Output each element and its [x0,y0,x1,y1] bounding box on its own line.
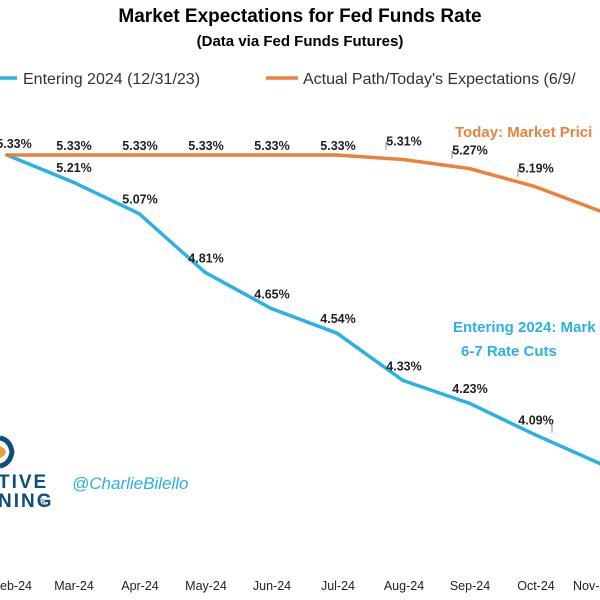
data-label-0-1: 5.21% [56,161,91,175]
x-tick-label: Oct-24 [517,579,555,593]
data-point-0-7 [467,401,471,405]
x-tick-label: Nov- [573,579,599,593]
plot-area: 5.33% 5.21% 5.07% 4.81% 4.65% 4.54% 4.33% 4.23%… [0,135,600,466]
x-tick-label: Apr-24 [121,579,159,593]
data-point-1-2 [137,153,141,157]
data-label-0-0: 5.33% [0,137,32,151]
data-point-1-1 [71,153,75,157]
data-point-1-0 [5,153,9,157]
data-point-0-3 [203,270,207,275]
chart-subtitle: (Data via Fed Funds Futures) [197,33,404,50]
data-label-0-2: 5.07% [122,193,157,207]
data-label-0-3: 4.81% [188,251,223,265]
logo-accent-icon [0,446,6,458]
series-line-1 [7,153,600,213]
data-point-0-1 [71,180,75,184]
data-label-0-7: 4.23% [452,382,487,396]
series-line-0 [6,153,600,466]
data-point-1-6 [401,157,405,162]
x-tick-label: Aug-24 [384,579,424,593]
logo-text-line2: NING [0,491,54,512]
data-point-0-4 [269,306,273,311]
data-label-1-2: 5.33% [122,139,157,153]
leader-line-1-8 [517,166,525,177]
author-handle: @CharlieBilello [72,474,188,493]
data-point-1-8 [533,184,537,189]
data-point-1-3 [203,153,207,157]
x-tick-label: Jul-24 [321,579,355,593]
leader-line-1-6 [385,139,393,150]
legend-entry-actual: Actual Path/Today's Expectations (6/9/ [303,71,576,88]
x-tick-label: Mar-24 [54,579,94,593]
data-point-0-2 [137,211,141,216]
x-tick-label: Jun-24 [253,579,291,593]
logo: TIVE NING ® [0,435,54,512]
data-label-0-4: 4.65% [254,287,289,301]
data-label-1-7: 5.27% [452,144,487,158]
data-label-1-5: 5.33% [320,139,355,153]
x-tick-label: eb-24 [0,579,32,593]
data-label-1-3: 5.33% [188,139,223,153]
x-tick-label: Sep-24 [450,579,490,593]
x-axis-ticks: eb-24 Mar-24 Apr-24 May-24 Jun-24 Jul-24 Aug-2… [0,579,599,593]
annotation-today: Today: Market Prici [455,124,592,141]
legend: Entering 2024 (12/31/23) Actual Path/Tod… [0,71,576,88]
data-label-0-5: 4.54% [320,312,355,326]
annotation-entering-line2: 6-7 Rate Cuts [461,343,557,360]
legend-entry-entering: Entering 2024 (12/31/23) [23,71,200,88]
data-point-0-8 [533,432,537,437]
logo-registered-mark: ® [40,498,46,507]
data-point-1-7 [467,166,471,171]
data-point-0-5 [335,331,339,336]
data-label-1-1: 5.33% [56,139,91,153]
logo-mark-icon [0,435,15,469]
data-label-0-6: 4.33% [386,360,421,374]
data-label-1-6: 5.31% [386,135,421,149]
data-label-0-8: 4.09% [518,414,553,428]
data-point-0-6 [401,378,405,383]
chart-title: Market Expectations for Fed Funds Rate [118,6,481,27]
data-label-1-4: 5.33% [254,139,289,153]
data-point-1-5 [335,153,339,157]
annotation-entering-line1: Entering 2024: Mark [453,319,596,336]
logo-text-line1: TIVE [0,472,48,493]
leader-line-1-7 [451,148,459,159]
x-tick-label: May-24 [185,579,227,593]
data-label-1-8: 5.19% [518,162,553,176]
data-point-1-4 [269,153,273,157]
